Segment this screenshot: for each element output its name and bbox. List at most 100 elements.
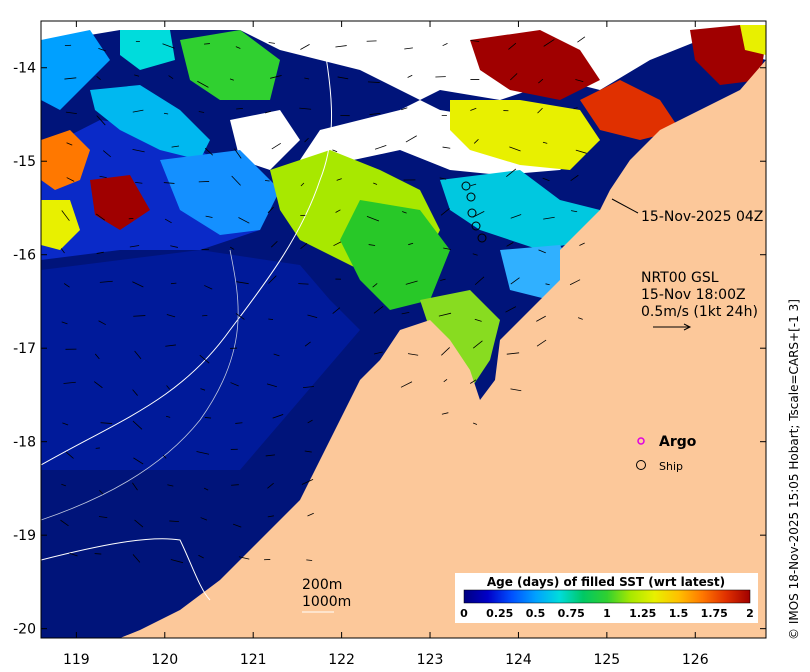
current-vector bbox=[332, 307, 341, 314]
current-vector bbox=[99, 280, 113, 283]
current-vector bbox=[570, 174, 579, 181]
current-vector bbox=[268, 318, 274, 320]
y-tick-label: -18 bbox=[13, 435, 36, 451]
current-vector bbox=[373, 305, 384, 314]
current-vector bbox=[577, 36, 586, 43]
sst-patch-cyan-east bbox=[440, 170, 600, 250]
colorbar-tick-label: 0.25 bbox=[486, 607, 513, 620]
current-vector bbox=[474, 318, 482, 322]
y-tick-label: -20 bbox=[13, 622, 36, 638]
current-vector bbox=[440, 208, 450, 216]
current-vector bbox=[575, 149, 587, 154]
current-vector bbox=[197, 80, 209, 88]
current-vector bbox=[60, 519, 69, 527]
current-vector bbox=[235, 313, 245, 320]
current-vector bbox=[132, 482, 138, 491]
current-vector bbox=[164, 218, 172, 224]
current-vector bbox=[404, 47, 413, 50]
contour-200m-south bbox=[41, 538, 211, 601]
y-axis: -14 -15 -16 -17 -18 -19 -20 bbox=[13, 61, 766, 638]
current-vector bbox=[510, 388, 522, 392]
sst-patch-red bbox=[580, 80, 680, 140]
current-vector bbox=[66, 142, 73, 146]
current-vector bbox=[132, 554, 141, 563]
current-vector bbox=[62, 422, 69, 426]
current-vector bbox=[538, 249, 546, 254]
current-vector bbox=[542, 141, 548, 144]
colorbar-tick-label: 0 bbox=[460, 607, 468, 620]
current-vector bbox=[162, 43, 175, 49]
current-vector bbox=[441, 412, 449, 415]
current-vector bbox=[307, 314, 318, 318]
current-vector bbox=[99, 175, 107, 178]
no-data-patch bbox=[230, 110, 300, 170]
current-vector bbox=[267, 515, 274, 518]
colorbar-ticks: 0 0.25 0.5 0.75 1 1.25 1.5 1.75 2 bbox=[460, 607, 754, 620]
current-vector bbox=[372, 283, 378, 288]
current-vector bbox=[94, 553, 102, 555]
current-vector bbox=[133, 457, 144, 465]
current-vector bbox=[171, 145, 180, 148]
current-vector bbox=[98, 320, 106, 326]
current-vector bbox=[267, 206, 274, 214]
current-vector bbox=[400, 381, 413, 388]
current-vector bbox=[536, 315, 546, 322]
current-vector bbox=[230, 382, 239, 387]
current-vector bbox=[307, 512, 314, 517]
current-vector bbox=[472, 253, 478, 256]
sst-patch-darkred-west bbox=[90, 175, 150, 230]
current-vector bbox=[64, 77, 77, 80]
current-vector bbox=[304, 77, 310, 80]
current-vector bbox=[332, 149, 338, 153]
current-vector bbox=[440, 278, 446, 281]
current-vector bbox=[543, 216, 555, 220]
current-vector bbox=[401, 312, 410, 315]
current-vector bbox=[271, 143, 281, 150]
current-vector bbox=[575, 79, 584, 83]
date-pointer bbox=[611, 198, 639, 214]
current-vector bbox=[169, 520, 179, 523]
sst-patch-yellow-east bbox=[740, 25, 766, 55]
current-vector bbox=[202, 314, 208, 317]
current-vector bbox=[96, 115, 106, 126]
current-vector bbox=[505, 306, 517, 313]
current-vector bbox=[442, 146, 451, 149]
ocean-band bbox=[41, 250, 360, 470]
current-vector bbox=[60, 248, 65, 254]
current-vector bbox=[235, 46, 241, 49]
sst-patch-yellow-west bbox=[41, 200, 80, 250]
colorbar-tick-label: 1 bbox=[603, 607, 611, 620]
current-vector bbox=[94, 353, 100, 360]
current-vector bbox=[134, 350, 142, 360]
current-vector bbox=[300, 43, 310, 50]
current-vector bbox=[300, 243, 308, 250]
current-vector bbox=[301, 479, 314, 485]
colorbar-title: Age (days) of filled SST (wrt latest) bbox=[487, 575, 725, 589]
colorbar-bar bbox=[463, 589, 751, 604]
current-vector bbox=[474, 276, 485, 286]
y-tick-label: -14 bbox=[13, 61, 36, 77]
current-vector bbox=[166, 385, 171, 390]
current-vector bbox=[132, 420, 143, 430]
current-vector bbox=[405, 280, 418, 285]
current-vector bbox=[443, 378, 448, 383]
scale-arrow-head bbox=[683, 323, 692, 331]
sst-patch-blue bbox=[160, 150, 280, 235]
current-vector bbox=[165, 344, 176, 347]
current-vector bbox=[268, 275, 277, 284]
current-vector bbox=[236, 281, 249, 285]
current-vector bbox=[506, 242, 514, 247]
current-vector bbox=[170, 559, 184, 564]
current-vector bbox=[470, 379, 477, 384]
y-tick-label: -15 bbox=[13, 154, 36, 170]
current-vector bbox=[443, 247, 451, 250]
x-tick-label: 120 bbox=[151, 652, 178, 668]
sst-patch-orange-west bbox=[41, 130, 90, 190]
current-vector bbox=[103, 150, 112, 158]
current-vector bbox=[333, 241, 342, 247]
ship-track bbox=[461, 181, 487, 243]
current-vector bbox=[506, 352, 520, 355]
ship-marker-icon bbox=[636, 460, 646, 470]
current-vector bbox=[99, 490, 104, 495]
